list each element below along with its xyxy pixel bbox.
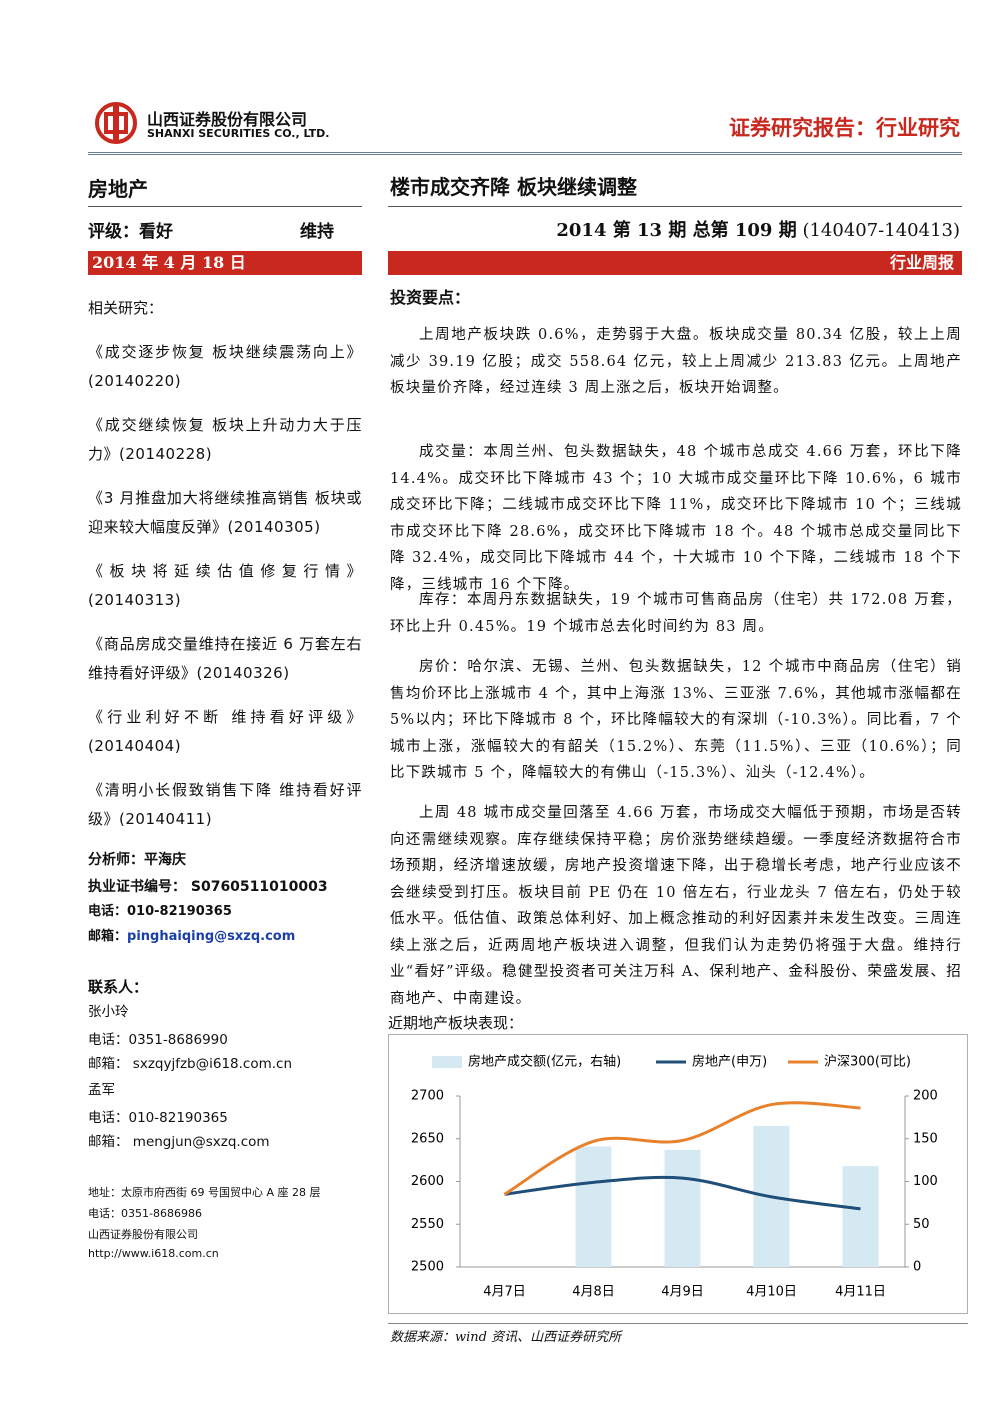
y-tick-label: 2600 xyxy=(411,1174,444,1189)
x-tick-label: 4月9日 xyxy=(661,1285,704,1300)
chart-caption: 近期地产板块表现： xyxy=(388,1014,524,1032)
date-bar: 2014 年 4 月 18 日 xyxy=(88,251,362,275)
logo xyxy=(95,102,137,144)
highlights-title: 投资要点： xyxy=(390,288,471,307)
analyst-email: 邮箱：pinghaiqing@sxzq.com xyxy=(88,925,295,944)
contact-phone: 电话：010-82190365 xyxy=(88,1110,228,1126)
rule xyxy=(388,206,962,207)
line xyxy=(504,1175,861,1211)
paragraph: 上周 48 城市成交量回落至 4.66 万套，市场成交大幅低于预期，市场是否转向… xyxy=(390,805,962,1007)
related-item: 《成交继续恢复 板块上升动力大于压力》(20140228) xyxy=(88,416,362,463)
y2-tick-label: 0 xyxy=(913,1260,921,1275)
email-label: 邮箱： xyxy=(88,929,128,944)
y-tick-label: 2700 xyxy=(411,1089,444,1104)
legend-label: 沪深300(可比) xyxy=(824,1054,911,1070)
paragraph: 库存：本周丹东数据缺失，19 个城市可售商品房（住宅）共 172.08 万套，环… xyxy=(390,592,962,635)
paragraph: 房价：哈尔滨、无锡、兰州、包头数据缺失，12 个城市中商品房（住宅）销售均价环比… xyxy=(390,659,962,781)
address-line: 电话：0351-8686986 xyxy=(88,1207,202,1220)
contact-phone: 电话：0351-8686990 xyxy=(88,1032,228,1048)
company-cn: 山西证券股份有限公司 xyxy=(147,110,308,129)
related-item: 《3 月推盘加大将继续推高销售 板块或迎来较大幅度反弹》(20140305) xyxy=(88,489,362,536)
related-item: 《板块将延续估值修复行情》(20140313) xyxy=(88,562,362,609)
contacts-title: 联系人： xyxy=(88,978,149,996)
related-item: 《商品房成交量维持在接近 6 万套左右 维持看好评级》(20140326) xyxy=(88,635,362,682)
rule xyxy=(388,1323,968,1324)
legend-label: 房地产成交额(亿元，右轴) xyxy=(468,1054,621,1070)
x-tick-label: 4月8日 xyxy=(572,1285,615,1300)
sector: 房地产 xyxy=(88,177,148,201)
x-tick-label: 4月11日 xyxy=(835,1285,886,1300)
header-rule xyxy=(88,152,962,155)
company-en: SHANXI SECURITIES CO., LTD. xyxy=(147,127,330,140)
issue: 2014 第 13 期 总第 109 期 xyxy=(556,220,797,241)
issue-line: 2014 第 13 期 总第 109 期 (140407-140413) xyxy=(556,216,960,242)
y2-tick-label: 150 xyxy=(913,1131,938,1146)
contact-email: 邮箱： mengjun@sxzq.com xyxy=(88,1134,270,1150)
x-tick-label: 4月7日 xyxy=(483,1285,526,1300)
bar xyxy=(664,1149,701,1267)
analyst-phone: 电话：010-82190365 xyxy=(88,904,232,919)
chart-frame xyxy=(388,1034,968,1314)
rule xyxy=(88,206,362,207)
address-line: http://www.i618.com.cn xyxy=(88,1247,219,1260)
y-tick-label: 2550 xyxy=(411,1217,444,1232)
legend-label: 房地产(申万) xyxy=(692,1054,767,1070)
y-tick-label: 2500 xyxy=(411,1260,444,1275)
rating: 评级：看好 xyxy=(88,222,173,242)
kind-bar: 行业周报 xyxy=(388,251,962,275)
analyst-name: 分析师：平海庆 xyxy=(88,852,186,868)
bar xyxy=(842,1166,879,1267)
contact-name: 孟军 xyxy=(88,1082,115,1098)
bar xyxy=(575,1146,612,1267)
contact-name: 张小玲 xyxy=(88,1004,129,1020)
y2-tick-label: 200 xyxy=(913,1089,938,1104)
contact-email: 邮箱： sxzqyjfzb@i618.com.cn xyxy=(88,1056,293,1072)
x-tick-label: 4月10日 xyxy=(746,1285,797,1300)
related-item: 《清明小长假致销售下降 维持看好评级》(20140411) xyxy=(88,781,362,828)
paragraph: 成交量：本周兰州、包头数据缺失，48 个城市总成交 4.66 万套，环比下降 1… xyxy=(390,444,962,593)
report-type: 证券研究报告：行业研究 xyxy=(729,116,960,140)
period: (140407-140413) xyxy=(802,220,960,241)
rating-action: 维持 xyxy=(300,222,334,242)
y2-tick-label: 100 xyxy=(913,1174,938,1189)
chart: 2500 2550 2600 2650 2700 0 50 100 150 200 4月7日 4月8日… xyxy=(388,1034,968,1314)
related-item: 《行业利好不断 维持看好评级》(20140404) xyxy=(88,708,362,755)
date: 2014 年 4 月 18 日 xyxy=(92,253,246,272)
analyst-cert: 执业证书编号： S0760511010003 xyxy=(88,879,328,895)
report-kind: 行业周报 xyxy=(889,253,954,272)
address-line: 地址：太原市府西街 69 号国贸中心 A 座 28 层 xyxy=(88,1186,321,1199)
email-link[interactable]: pinghaiqing@sxzq.com xyxy=(127,929,296,944)
related-item: 《成交逐步恢复 板块继续震荡向上》(20140220) xyxy=(88,343,362,390)
line xyxy=(503,1101,861,1196)
paragraph: 上周地产板块跌 0.6%，走势弱于大盘。板块成交量 80.34 亿股，较上上周减… xyxy=(390,327,962,396)
legend-swatch xyxy=(432,1056,462,1068)
y-tick-label: 2650 xyxy=(411,1131,444,1146)
address-line: 山西证券股份有限公司 xyxy=(88,1228,198,1241)
report-title: 楼市成交齐降 板块继续调整 xyxy=(390,175,637,199)
related-title: 相关研究： xyxy=(88,299,164,317)
y2-tick-label: 50 xyxy=(913,1217,930,1232)
source: 数据来源：wind 资讯、山西证券研究所 xyxy=(390,1330,622,1345)
